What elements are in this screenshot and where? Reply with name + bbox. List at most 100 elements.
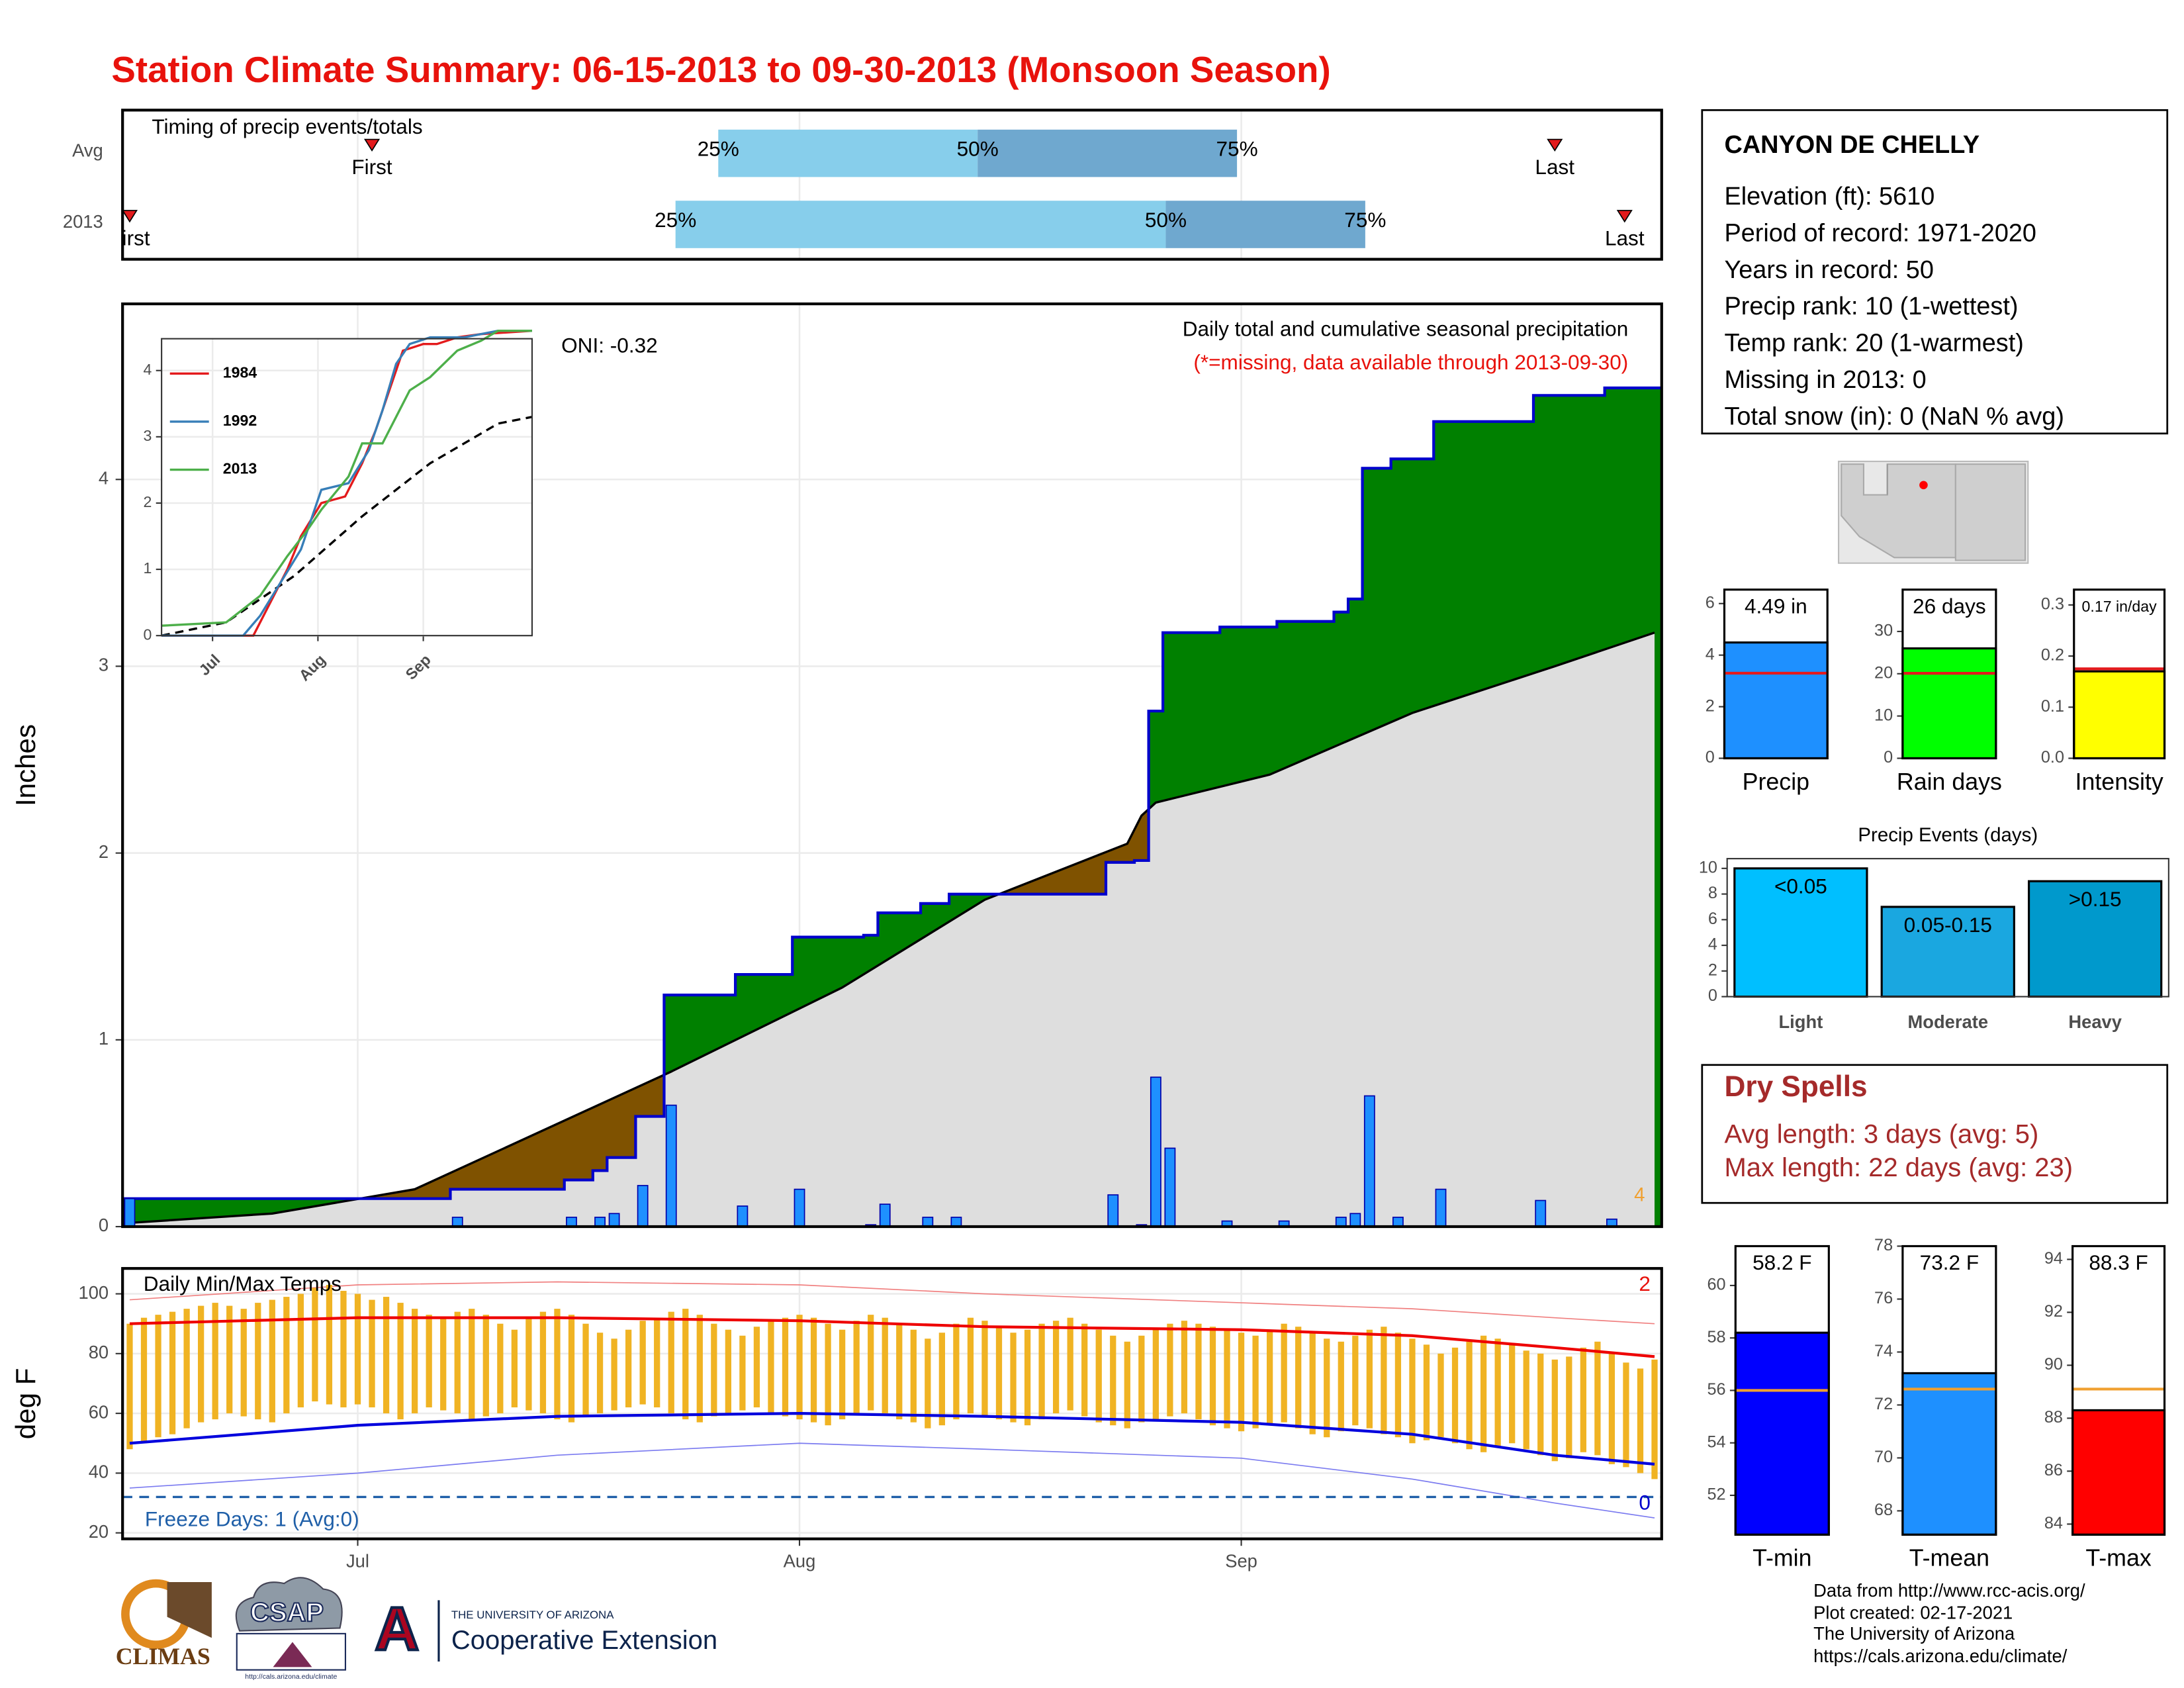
temp-bar — [696, 1315, 703, 1423]
temp-bar — [753, 1327, 760, 1408]
event-marker — [1547, 138, 1563, 152]
temp-bar — [782, 1317, 789, 1417]
temp-bar — [810, 1317, 817, 1423]
chart-title: Daily total and cumulative seasonal prec… — [1183, 316, 1629, 340]
temp-bar — [1081, 1323, 1088, 1417]
y-tick-label: 86 — [2044, 1461, 2063, 1479]
events-title: Precip Events (days) — [1858, 824, 2038, 846]
bar-label: 0.05-0.15 — [1904, 913, 1992, 937]
temp-bar — [910, 1329, 917, 1423]
daily-bar — [1392, 1217, 1404, 1227]
temp-bar — [1095, 1329, 1102, 1423]
record-low-line — [129, 1442, 1655, 1519]
quantile-label: 75% — [1344, 208, 1386, 232]
y-tick-label: 2 — [99, 841, 109, 862]
temp-bar — [1295, 1327, 1302, 1429]
temp-bar — [1381, 1327, 1387, 1434]
climas-logo-shape — [167, 1581, 212, 1638]
y-tick-label: 0.2 — [2041, 646, 2064, 665]
summary-bar — [1901, 1372, 1997, 1536]
y-tick-label: 6 — [1706, 593, 1715, 612]
temp-bar — [1437, 1353, 1444, 1438]
value-label: 73.2 F — [1920, 1250, 1979, 1274]
daily-bar — [124, 1197, 136, 1227]
chart-subtitle: (*=missing, data available through 2013-… — [1193, 350, 1628, 374]
y-tick-label: 74 — [1874, 1342, 1893, 1360]
y-tick-label: 58 — [1707, 1328, 1726, 1346]
temp-bar — [1594, 1341, 1601, 1456]
temp-bar — [312, 1288, 318, 1402]
temp-bar — [369, 1299, 375, 1408]
csap-url: http://cals.arizona.edu/climate — [245, 1673, 337, 1681]
y-tick-label: 52 — [1707, 1485, 1726, 1504]
y-tick-label: 6 — [1708, 910, 1717, 928]
x-axis-label: Intensity — [2075, 769, 2163, 795]
temp-bar — [981, 1321, 988, 1417]
temp-bar — [140, 1317, 148, 1444]
y-tick-label: 4 — [144, 361, 152, 378]
temp-bar — [882, 1317, 888, 1414]
y-tick-label: 68 — [1874, 1501, 1893, 1519]
y-tick-label: 0 — [99, 1215, 109, 1235]
temp-bar — [539, 1311, 547, 1414]
temp-bar — [1637, 1368, 1644, 1474]
temp-bar — [240, 1309, 247, 1417]
ua-line1: THE UNIVERSITY OF ARIZONA — [451, 1609, 614, 1621]
station-line: Missing in 2013: 0 — [1724, 366, 1926, 394]
temp-bar — [1324, 1338, 1330, 1438]
temp-bar — [1195, 1323, 1202, 1420]
daily-bar — [1435, 1188, 1447, 1227]
temp-bar — [1252, 1335, 1259, 1429]
quantile-label: 25% — [698, 137, 739, 161]
temp-bar — [525, 1317, 532, 1411]
low-note: 0 — [1639, 1490, 1651, 1514]
temp-bar — [1352, 1335, 1359, 1426]
average-line — [129, 632, 1655, 1225]
dry-spells-line: Avg length: 3 days (avg: 5) — [1724, 1120, 2038, 1149]
legend-label: 2013 — [223, 460, 257, 477]
ua-line2: Cooperative Extension — [451, 1626, 717, 1655]
y-tick-label: 56 — [1707, 1380, 1726, 1399]
x-axis-label: T-min — [1752, 1545, 1811, 1571]
temp-bar — [1509, 1344, 1516, 1444]
temp-bar — [283, 1297, 290, 1414]
logos: CLIMAS CSAP http://cals.arizona.edu/clim… — [116, 1577, 717, 1681]
inset-panel — [161, 338, 532, 636]
daily-bar — [1349, 1213, 1361, 1227]
temp-bar — [1480, 1335, 1487, 1452]
temp-bar — [1038, 1323, 1045, 1420]
info-box — [1701, 109, 2169, 435]
temp-bar — [1338, 1341, 1344, 1432]
y-tick-label: 72 — [1874, 1395, 1893, 1413]
temp-bar — [1409, 1338, 1416, 1444]
station-line: Total snow (in): 0 (NaN % avg) — [1724, 402, 2064, 430]
legend-label: 1992 — [223, 412, 257, 429]
value-label: 26 days — [1913, 594, 1986, 618]
y-tick-label: 80 — [89, 1342, 109, 1362]
quantile-label: 50% — [957, 137, 999, 161]
y-tick-label: Avg — [72, 140, 103, 161]
temp-bar — [668, 1311, 674, 1414]
temp-bar — [1651, 1359, 1658, 1479]
daily-bar — [665, 1104, 677, 1227]
temp-bar — [226, 1305, 233, 1414]
temp-bar — [611, 1338, 617, 1411]
precip-plot — [122, 386, 1662, 1227]
temp-bar — [1110, 1335, 1116, 1426]
summary-frame — [2073, 588, 2166, 760]
summary-bar — [1734, 1331, 1830, 1536]
temp-bar — [1623, 1362, 1629, 1468]
y-tick-label: 8 — [1708, 884, 1717, 902]
temp-bar — [796, 1315, 803, 1420]
bar — [1733, 867, 1868, 998]
temp-bar — [1024, 1329, 1031, 1426]
y-tick-label: 88 — [2044, 1408, 2063, 1427]
temp-bar — [1266, 1329, 1273, 1426]
x-tick-label: Moderate — [1907, 1011, 1988, 1032]
temp-bar — [1451, 1347, 1459, 1444]
oni-annotation: ONI: -0.32 — [561, 334, 658, 357]
ua-logo-letter: A — [375, 1594, 419, 1663]
daily-bar — [566, 1217, 577, 1227]
y-tick-label: 0 — [1884, 748, 1893, 767]
temp-bar — [953, 1323, 960, 1420]
